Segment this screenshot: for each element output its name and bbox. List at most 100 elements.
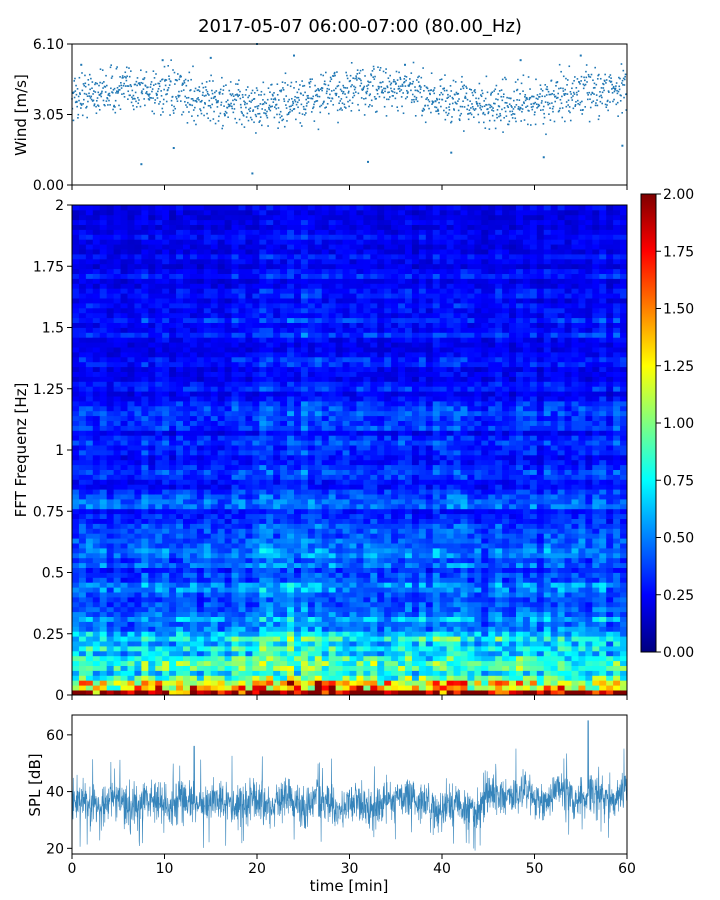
spectrogram-cell <box>189 606 198 613</box>
spectrogram-cell <box>162 273 170 279</box>
spectrogram-cell <box>259 415 267 421</box>
spectrogram-cell <box>224 391 232 397</box>
spectrogram-cell <box>92 425 101 431</box>
spectrogram-cell <box>217 234 226 240</box>
spectrogram-cell <box>176 401 184 407</box>
wind-point <box>123 96 126 98</box>
spectrogram-cell <box>78 391 87 397</box>
spectrogram-cell <box>141 209 149 216</box>
wind-point <box>303 108 305 110</box>
wind-point <box>602 87 605 89</box>
spectrogram-cell <box>231 445 239 451</box>
wind-point <box>447 96 450 99</box>
wind-point <box>179 100 182 102</box>
wind-point <box>105 74 107 77</box>
wind-point <box>397 85 400 88</box>
wind-point <box>487 108 489 110</box>
spectrogram-cell <box>99 312 108 319</box>
spectrogram-cell <box>259 494 267 500</box>
spectrogram-cell <box>148 273 156 279</box>
spectrogram-cell <box>238 371 246 377</box>
wind-point <box>506 105 509 107</box>
wind-point <box>291 109 293 112</box>
spectrogram-cell <box>155 503 163 510</box>
spectrogram-cell <box>78 631 87 637</box>
wind-point <box>185 97 188 99</box>
wind-point <box>353 94 356 97</box>
wind-point <box>208 80 211 82</box>
spectrogram-cell <box>162 518 170 524</box>
spectrogram-cell <box>210 312 219 319</box>
spectrogram-cell <box>259 675 267 681</box>
spectrogram-cell <box>155 484 163 490</box>
spectrogram-cell <box>120 352 128 358</box>
wind-point <box>382 91 384 94</box>
spectrogram-cell <box>210 606 219 613</box>
spectrogram-cell <box>78 401 87 407</box>
spectrogram-cell <box>176 675 184 681</box>
wind-point <box>179 76 181 78</box>
wind-point <box>500 89 503 91</box>
spectrogram-cell <box>196 381 205 387</box>
spectrogram-cell <box>155 454 163 461</box>
spectrogram-cell <box>259 685 267 691</box>
spectrogram-cell <box>231 636 239 642</box>
spectrogram-cell <box>294 577 302 583</box>
spectrogram-cell <box>134 219 142 225</box>
spectrogram-cell <box>300 219 309 225</box>
spectrogram-cell <box>287 430 295 436</box>
spectrogram-cell <box>266 219 274 225</box>
spectrogram-cell <box>183 337 191 343</box>
spectrogram-cell <box>231 685 239 691</box>
spectrogram-cell <box>127 601 135 608</box>
wind-point <box>239 97 242 100</box>
spectrogram-cell <box>78 440 87 446</box>
spectrogram-cell <box>169 420 177 426</box>
spectrogram-cell <box>217 312 226 319</box>
wind-point <box>473 116 475 119</box>
spectrogram-cell <box>113 371 121 377</box>
wind-point <box>412 80 414 83</box>
wind-point <box>457 92 460 95</box>
spectrogram-cell <box>183 650 191 657</box>
wind-point <box>86 105 88 108</box>
spectrogram-cell <box>176 322 184 328</box>
wind-point <box>256 89 259 92</box>
spectrogram-cell <box>259 322 267 328</box>
spectrogram-cell <box>169 533 177 539</box>
spectrogram-cell <box>92 606 101 613</box>
spectrogram-cell <box>273 361 281 368</box>
spectrogram-cell <box>287 303 295 309</box>
spectrogram-cell <box>231 582 239 588</box>
spectrogram-cell <box>238 258 246 265</box>
wind-point <box>373 78 376 80</box>
spectrogram-cell <box>217 508 226 515</box>
spectrogram-cell <box>203 611 212 617</box>
wind-point <box>557 110 560 113</box>
spectrogram-cell <box>106 410 115 417</box>
wind-point <box>252 110 254 112</box>
spectrogram-cell <box>78 420 87 426</box>
spectrogram-cell <box>245 234 253 240</box>
spectrogram-cell <box>300 317 309 323</box>
wind-point <box>454 81 457 83</box>
wind-point <box>275 107 278 110</box>
spectrogram-cell <box>148 577 156 583</box>
spectrogram-cell <box>266 283 274 289</box>
wind-point <box>209 105 211 107</box>
wind-point <box>274 98 277 101</box>
spectrogram-cell <box>162 616 170 622</box>
spectrogram-cell <box>183 307 191 314</box>
wind-point <box>127 85 130 87</box>
wind-point <box>171 104 173 107</box>
wind-point <box>269 109 272 112</box>
wind-point <box>404 85 407 87</box>
wind-point <box>122 84 125 87</box>
wind-point <box>507 123 510 126</box>
spectrogram-cell <box>141 356 149 363</box>
spectrogram-cell <box>127 680 135 686</box>
wind-point <box>464 95 467 98</box>
spectrogram-cell <box>238 518 246 524</box>
wind-point <box>445 107 448 109</box>
spectrogram-cell <box>252 396 260 402</box>
